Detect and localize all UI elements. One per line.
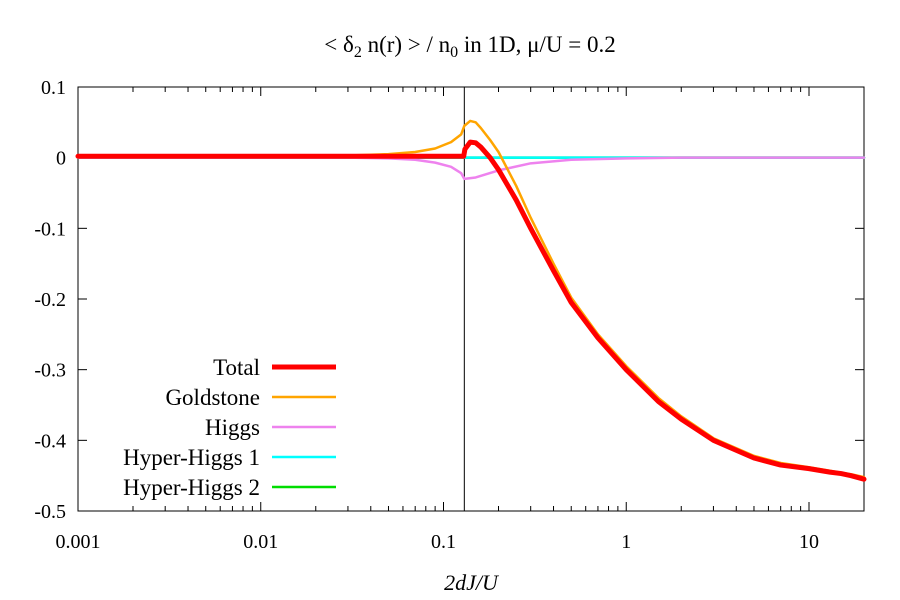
y-tick-label: -0.5 [34,501,66,523]
x-tick-label: 10 [799,531,819,553]
y-tick-label: 0.1 [41,77,66,99]
legend-label-hyper-higgs-2: Hyper-Higgs 2 [123,475,260,500]
x-tick-label: 0.001 [56,531,101,553]
legend-label-hyper-higgs-1: Hyper-Higgs 1 [123,445,260,470]
y-tick-label: -0.3 [34,360,66,382]
legend-label-goldstone: Goldstone [165,385,260,410]
title-middle: n(r) > / n [362,32,451,57]
title-n-subscript: 0 [450,44,458,61]
title-suffix: in 1D, μ/U = 0.2 [458,32,616,57]
y-tick-label: 0 [56,148,66,170]
y-tick-label: -0.4 [34,430,66,452]
x-axis-label: 2dJ/U [444,570,500,595]
x-tick-label: 1 [621,531,631,553]
series-line-total [75,139,867,482]
chart-title: < δ2 n(r) > / n0 in 1D, μ/U = 0.2 [324,32,615,61]
legend-label-higgs: Higgs [205,415,260,440]
series-line-goldstone [76,119,866,479]
title-prefix: < [324,32,343,57]
y-tick-label: -0.1 [34,218,66,240]
title-delta: δ [343,32,354,57]
x-tick-label: 0.1 [431,531,456,553]
title-delta-subscript: 2 [354,44,362,61]
y-tick-label: -0.2 [34,289,66,311]
x-tick-label: 0.01 [243,531,278,553]
legend-label-total: Total [213,355,260,380]
series-line-higgs [76,156,866,181]
